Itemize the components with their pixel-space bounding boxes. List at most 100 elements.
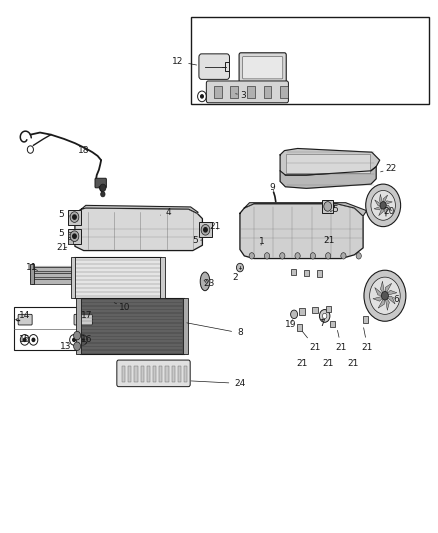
Bar	[32, 279, 74, 284]
Polygon shape	[244, 203, 367, 216]
FancyBboxPatch shape	[239, 53, 286, 83]
Circle shape	[356, 253, 361, 259]
Bar	[160, 257, 165, 298]
Text: 6: 6	[393, 295, 399, 304]
Circle shape	[364, 270, 406, 321]
Circle shape	[325, 253, 331, 259]
Bar	[159, 366, 162, 382]
Bar	[199, 222, 212, 237]
Circle shape	[310, 253, 315, 259]
Circle shape	[371, 190, 396, 220]
Text: 15: 15	[19, 335, 31, 344]
FancyBboxPatch shape	[199, 54, 230, 79]
Text: 21: 21	[302, 332, 321, 352]
Circle shape	[73, 338, 75, 342]
Text: 13: 13	[60, 342, 72, 351]
Text: 4: 4	[160, 208, 172, 217]
Text: 21: 21	[56, 244, 67, 253]
Bar	[30, 264, 34, 284]
Circle shape	[381, 292, 389, 300]
Circle shape	[370, 277, 400, 314]
Bar	[172, 366, 175, 382]
Text: 3: 3	[236, 91, 246, 100]
Circle shape	[32, 338, 35, 342]
Polygon shape	[280, 166, 376, 188]
Circle shape	[100, 184, 106, 191]
Circle shape	[319, 310, 330, 322]
Bar	[325, 306, 331, 312]
Bar	[122, 366, 125, 382]
Circle shape	[73, 215, 76, 219]
Text: 17: 17	[81, 311, 92, 320]
Bar	[184, 366, 187, 382]
Bar	[183, 298, 188, 354]
Bar	[299, 309, 304, 315]
Polygon shape	[383, 205, 387, 216]
FancyBboxPatch shape	[243, 56, 283, 79]
Polygon shape	[383, 201, 392, 205]
Bar	[74, 257, 161, 298]
Circle shape	[101, 191, 105, 197]
FancyBboxPatch shape	[18, 314, 32, 325]
Bar	[230, 86, 238, 98]
Circle shape	[74, 332, 81, 340]
Bar	[297, 325, 302, 331]
Circle shape	[380, 201, 386, 209]
Polygon shape	[379, 205, 383, 216]
Bar	[286, 154, 370, 173]
Text: 5: 5	[58, 210, 70, 219]
Text: 7: 7	[319, 319, 325, 328]
Bar	[247, 86, 255, 98]
Circle shape	[201, 95, 203, 98]
Text: 23: 23	[203, 279, 215, 288]
Text: 10: 10	[114, 303, 131, 312]
Text: 21: 21	[209, 222, 220, 231]
Polygon shape	[75, 208, 202, 251]
Bar	[32, 266, 74, 271]
Polygon shape	[375, 287, 385, 296]
Text: 21: 21	[336, 330, 347, 352]
Text: 18: 18	[78, 146, 89, 155]
Text: 16: 16	[81, 335, 92, 344]
Bar	[134, 366, 138, 382]
Polygon shape	[385, 290, 397, 296]
Circle shape	[81, 338, 84, 342]
Bar	[153, 366, 156, 382]
Polygon shape	[385, 296, 395, 304]
Circle shape	[280, 253, 285, 259]
Ellipse shape	[200, 272, 210, 290]
Text: 20: 20	[384, 207, 395, 216]
Circle shape	[73, 234, 76, 238]
Circle shape	[366, 184, 401, 227]
Bar	[330, 321, 335, 327]
Circle shape	[204, 228, 207, 232]
Bar	[225, 62, 230, 71]
Text: 21: 21	[323, 237, 335, 246]
Circle shape	[341, 253, 346, 259]
Bar	[68, 239, 73, 244]
FancyBboxPatch shape	[74, 314, 92, 325]
FancyBboxPatch shape	[206, 81, 288, 103]
Bar	[141, 366, 144, 382]
Bar	[166, 366, 169, 382]
Polygon shape	[378, 296, 385, 308]
Text: 24: 24	[191, 379, 246, 388]
Text: 5: 5	[192, 237, 202, 246]
Polygon shape	[383, 205, 392, 211]
Circle shape	[201, 224, 210, 235]
Text: 1: 1	[259, 237, 265, 246]
Bar	[178, 366, 181, 382]
Polygon shape	[280, 149, 380, 175]
Circle shape	[295, 253, 300, 259]
Text: 21: 21	[296, 359, 307, 368]
FancyBboxPatch shape	[95, 178, 106, 188]
Text: 21: 21	[322, 359, 334, 368]
Circle shape	[322, 313, 327, 319]
Bar	[290, 269, 296, 275]
Polygon shape	[379, 194, 383, 205]
Text: 8: 8	[187, 323, 243, 337]
Bar	[264, 86, 272, 98]
Circle shape	[23, 338, 26, 342]
Circle shape	[290, 310, 297, 319]
Bar	[280, 86, 288, 98]
